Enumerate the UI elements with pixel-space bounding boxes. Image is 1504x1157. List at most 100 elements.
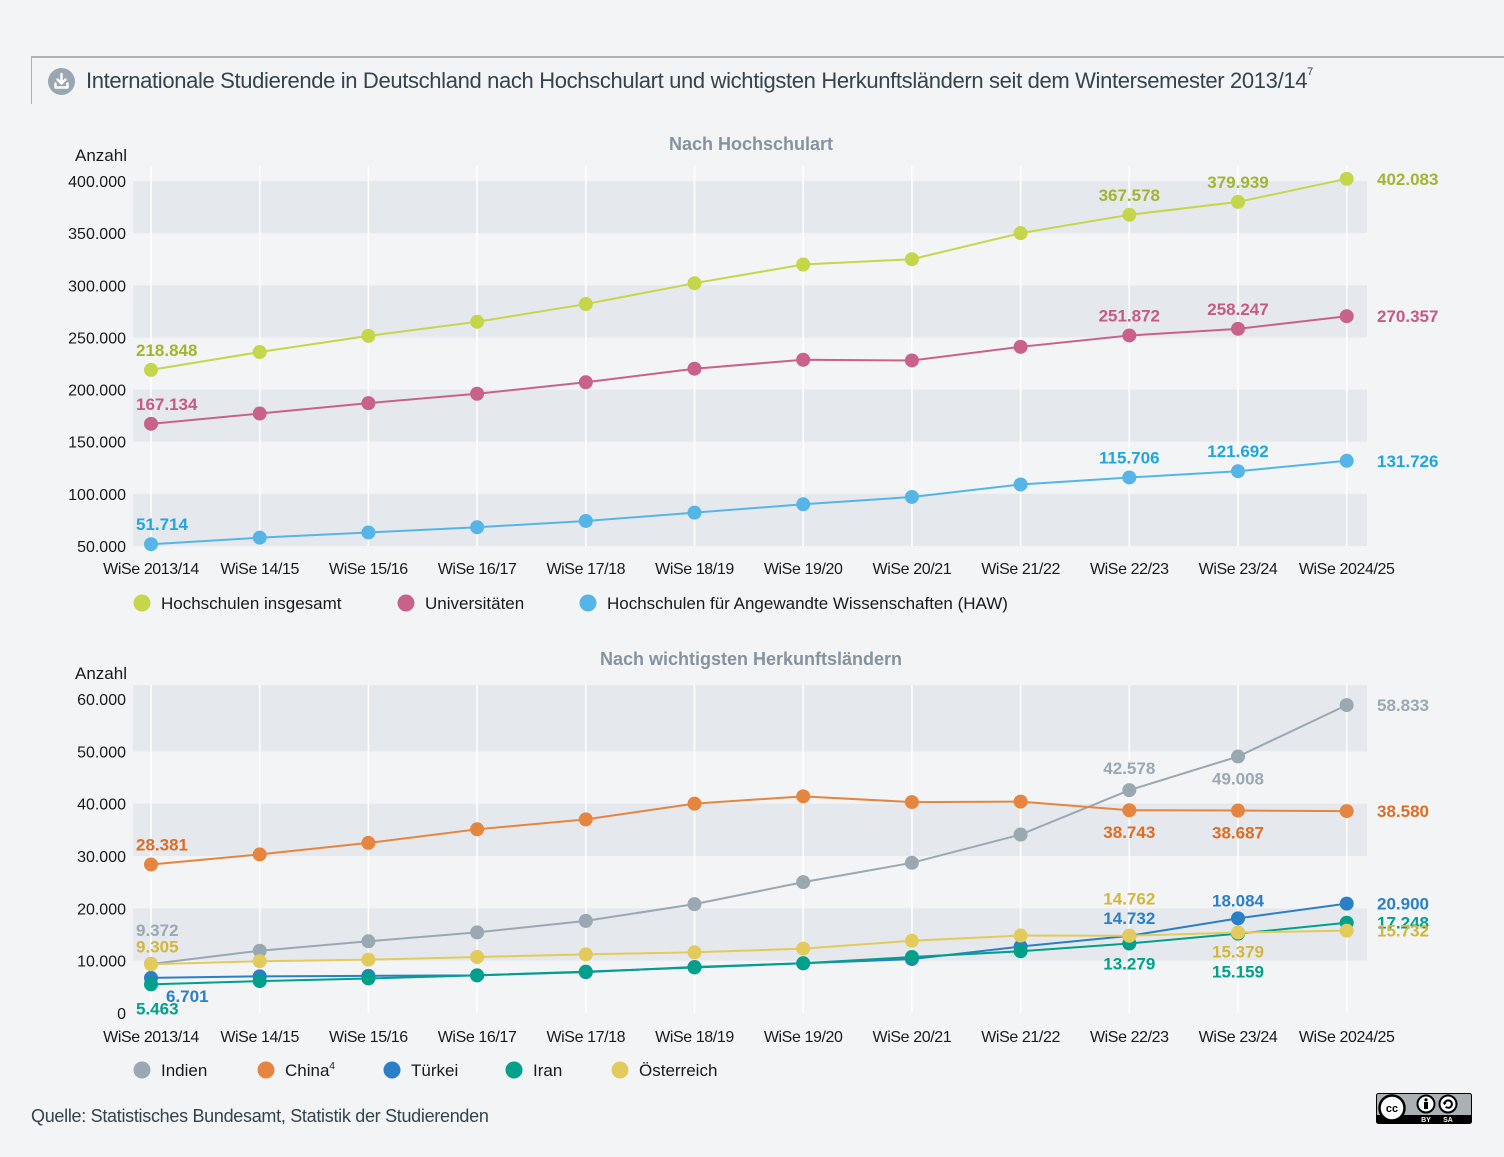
- data-point-uni: [796, 352, 811, 367]
- x-tick-label: WiSe 18/19: [655, 561, 734, 578]
- data-point-haw: [361, 525, 376, 540]
- grid-band: [133, 389, 1367, 442]
- legend-swatch-tuerkei: [383, 1061, 401, 1079]
- data-point-uni: [1013, 339, 1028, 354]
- data-point-iran: [144, 977, 158, 992]
- y-tick-label: 100.000: [68, 487, 126, 504]
- data-point-insgesamt: [796, 257, 811, 272]
- data-label-indien: 42.578: [1103, 759, 1155, 778]
- y-tick-label: 250.000: [68, 330, 126, 347]
- data-label-iran: 13.279: [1103, 955, 1155, 974]
- data-point-insgesamt: [687, 276, 702, 291]
- data-point-haw: [144, 537, 158, 552]
- data-point-iran: [1013, 944, 1028, 959]
- y-tick-label: 150.000: [68, 435, 126, 452]
- data-point-haw: [796, 497, 811, 512]
- data-point-oesterreich: [1013, 928, 1028, 943]
- series-line-indien: [150, 704, 1348, 965]
- y-tick-label: 40.000: [77, 797, 126, 814]
- x-tick-label: WiSe 17/18: [546, 561, 625, 578]
- legend-label-haw: Hochschulen für Angewandte Wissenschafte…: [607, 594, 1008, 613]
- data-label-iran: 15.159: [1212, 963, 1264, 982]
- data-point-oesterreich: [1122, 928, 1137, 943]
- legend-swatch-uni: [397, 594, 415, 612]
- series-indien: [144, 698, 1354, 971]
- x-tick-label: WiSe 14/15: [220, 1029, 299, 1046]
- legend-swatch-haw: [579, 594, 597, 612]
- data-point-insgesamt: [1339, 171, 1354, 186]
- data-label-indien: 58.833: [1377, 696, 1429, 715]
- data-label-indien: 49.008: [1212, 770, 1264, 789]
- x-tick-label: WiSe 19/20: [764, 561, 843, 578]
- data-label-insgesamt: 367.578: [1099, 186, 1160, 205]
- data-point-oesterreich: [796, 941, 811, 956]
- data-point-haw: [1013, 477, 1028, 492]
- data-point-uni: [904, 353, 919, 368]
- series-oesterreich: [144, 923, 1354, 972]
- data-label-tuerkei: 14.732: [1103, 909, 1155, 928]
- x-tick-label: WiSe 2024/25: [1299, 561, 1395, 578]
- data-point-oesterreich: [361, 952, 376, 967]
- chart-subtitle: Nach Hochschulart: [669, 134, 833, 154]
- data-label-oesterreich: 15.732: [1377, 922, 1429, 941]
- series-line-oesterreich: [150, 929, 1347, 966]
- data-point-insgesamt: [144, 362, 158, 377]
- data-label-insgesamt: 402.083: [1377, 170, 1438, 189]
- data-label-haw: 131.726: [1377, 452, 1438, 471]
- legend-label-insgesamt: Hochschulen insgesamt: [161, 594, 342, 613]
- y-tick-label: 10.000: [77, 954, 126, 971]
- data-point-uni: [578, 375, 593, 390]
- legend-swatch-china: [257, 1061, 275, 1079]
- x-tick-label: WiSe 17/18: [546, 1029, 625, 1046]
- data-point-oesterreich: [470, 950, 485, 965]
- legend-label-china: China4: [285, 1061, 335, 1080]
- legend-footnote: 4: [329, 1061, 335, 1072]
- series-line-insgesamt: [150, 177, 1347, 371]
- cc-by-sa-icon[interactable]: cc BY SA: [1376, 1093, 1472, 1124]
- data-point-uni: [470, 386, 485, 401]
- y-tick-label: 400.000: [68, 174, 126, 191]
- data-point-china: [1013, 794, 1028, 809]
- data-point-insgesamt: [361, 328, 376, 343]
- x-tick-label: WiSe 18/19: [655, 1029, 734, 1046]
- data-point-iran: [578, 964, 593, 979]
- data-point-insgesamt: [252, 345, 267, 360]
- legend-item-insgesamt: Hochschulen insgesamt: [133, 594, 342, 613]
- grid-band: [133, 493, 1367, 546]
- legend-label-tuerkei: Türkei: [411, 1061, 458, 1080]
- data-point-uni: [687, 361, 702, 376]
- data-label-haw: 51.714: [136, 515, 189, 534]
- legend-label-uni: Universitäten: [425, 594, 524, 613]
- x-tick-label: WiSe 19/20: [764, 1029, 843, 1046]
- data-point-haw: [252, 530, 267, 545]
- data-point-indien: [1122, 783, 1137, 798]
- y-tick-label: 300.000: [68, 278, 126, 295]
- y-tick-label: 60.000: [77, 692, 126, 709]
- y-tick-label: 50.000: [77, 539, 126, 556]
- data-label-china: 38.687: [1212, 824, 1264, 843]
- x-tick-label: WiSe 2013/14: [103, 561, 199, 578]
- y-tick-label: 0: [117, 1006, 126, 1023]
- y-axis-label: Anzahl: [75, 146, 127, 165]
- data-label-tuerkei: 6.701: [166, 987, 209, 1006]
- legend-item-uni: Universitäten: [397, 594, 524, 613]
- series-line-iran: [150, 921, 1347, 986]
- legend-swatch-oesterreich: [611, 1061, 629, 1079]
- data-point-indien: [904, 855, 919, 870]
- data-point-iran: [470, 968, 485, 983]
- source-note: Quelle: Statistisches Bundesamt, Statist…: [31, 1106, 489, 1126]
- data-point-china: [796, 789, 811, 804]
- data-point-china: [470, 822, 485, 837]
- legend-text: Iran: [533, 1061, 562, 1080]
- legend-label-indien: Indien: [161, 1061, 207, 1080]
- data-label-haw: 115.706: [1099, 448, 1160, 467]
- y-tick-label: 200.000: [68, 383, 126, 400]
- data-point-haw: [904, 489, 919, 504]
- data-point-uni: [1122, 328, 1137, 343]
- legend-item-indien: Indien: [133, 1061, 207, 1080]
- legend-swatch-insgesamt: [133, 594, 151, 612]
- x-tick-label: WiSe 22/23: [1090, 561, 1169, 578]
- download-icon[interactable]: [48, 67, 75, 95]
- data-point-oesterreich: [1339, 923, 1354, 938]
- y-tick-label: 50.000: [77, 744, 126, 761]
